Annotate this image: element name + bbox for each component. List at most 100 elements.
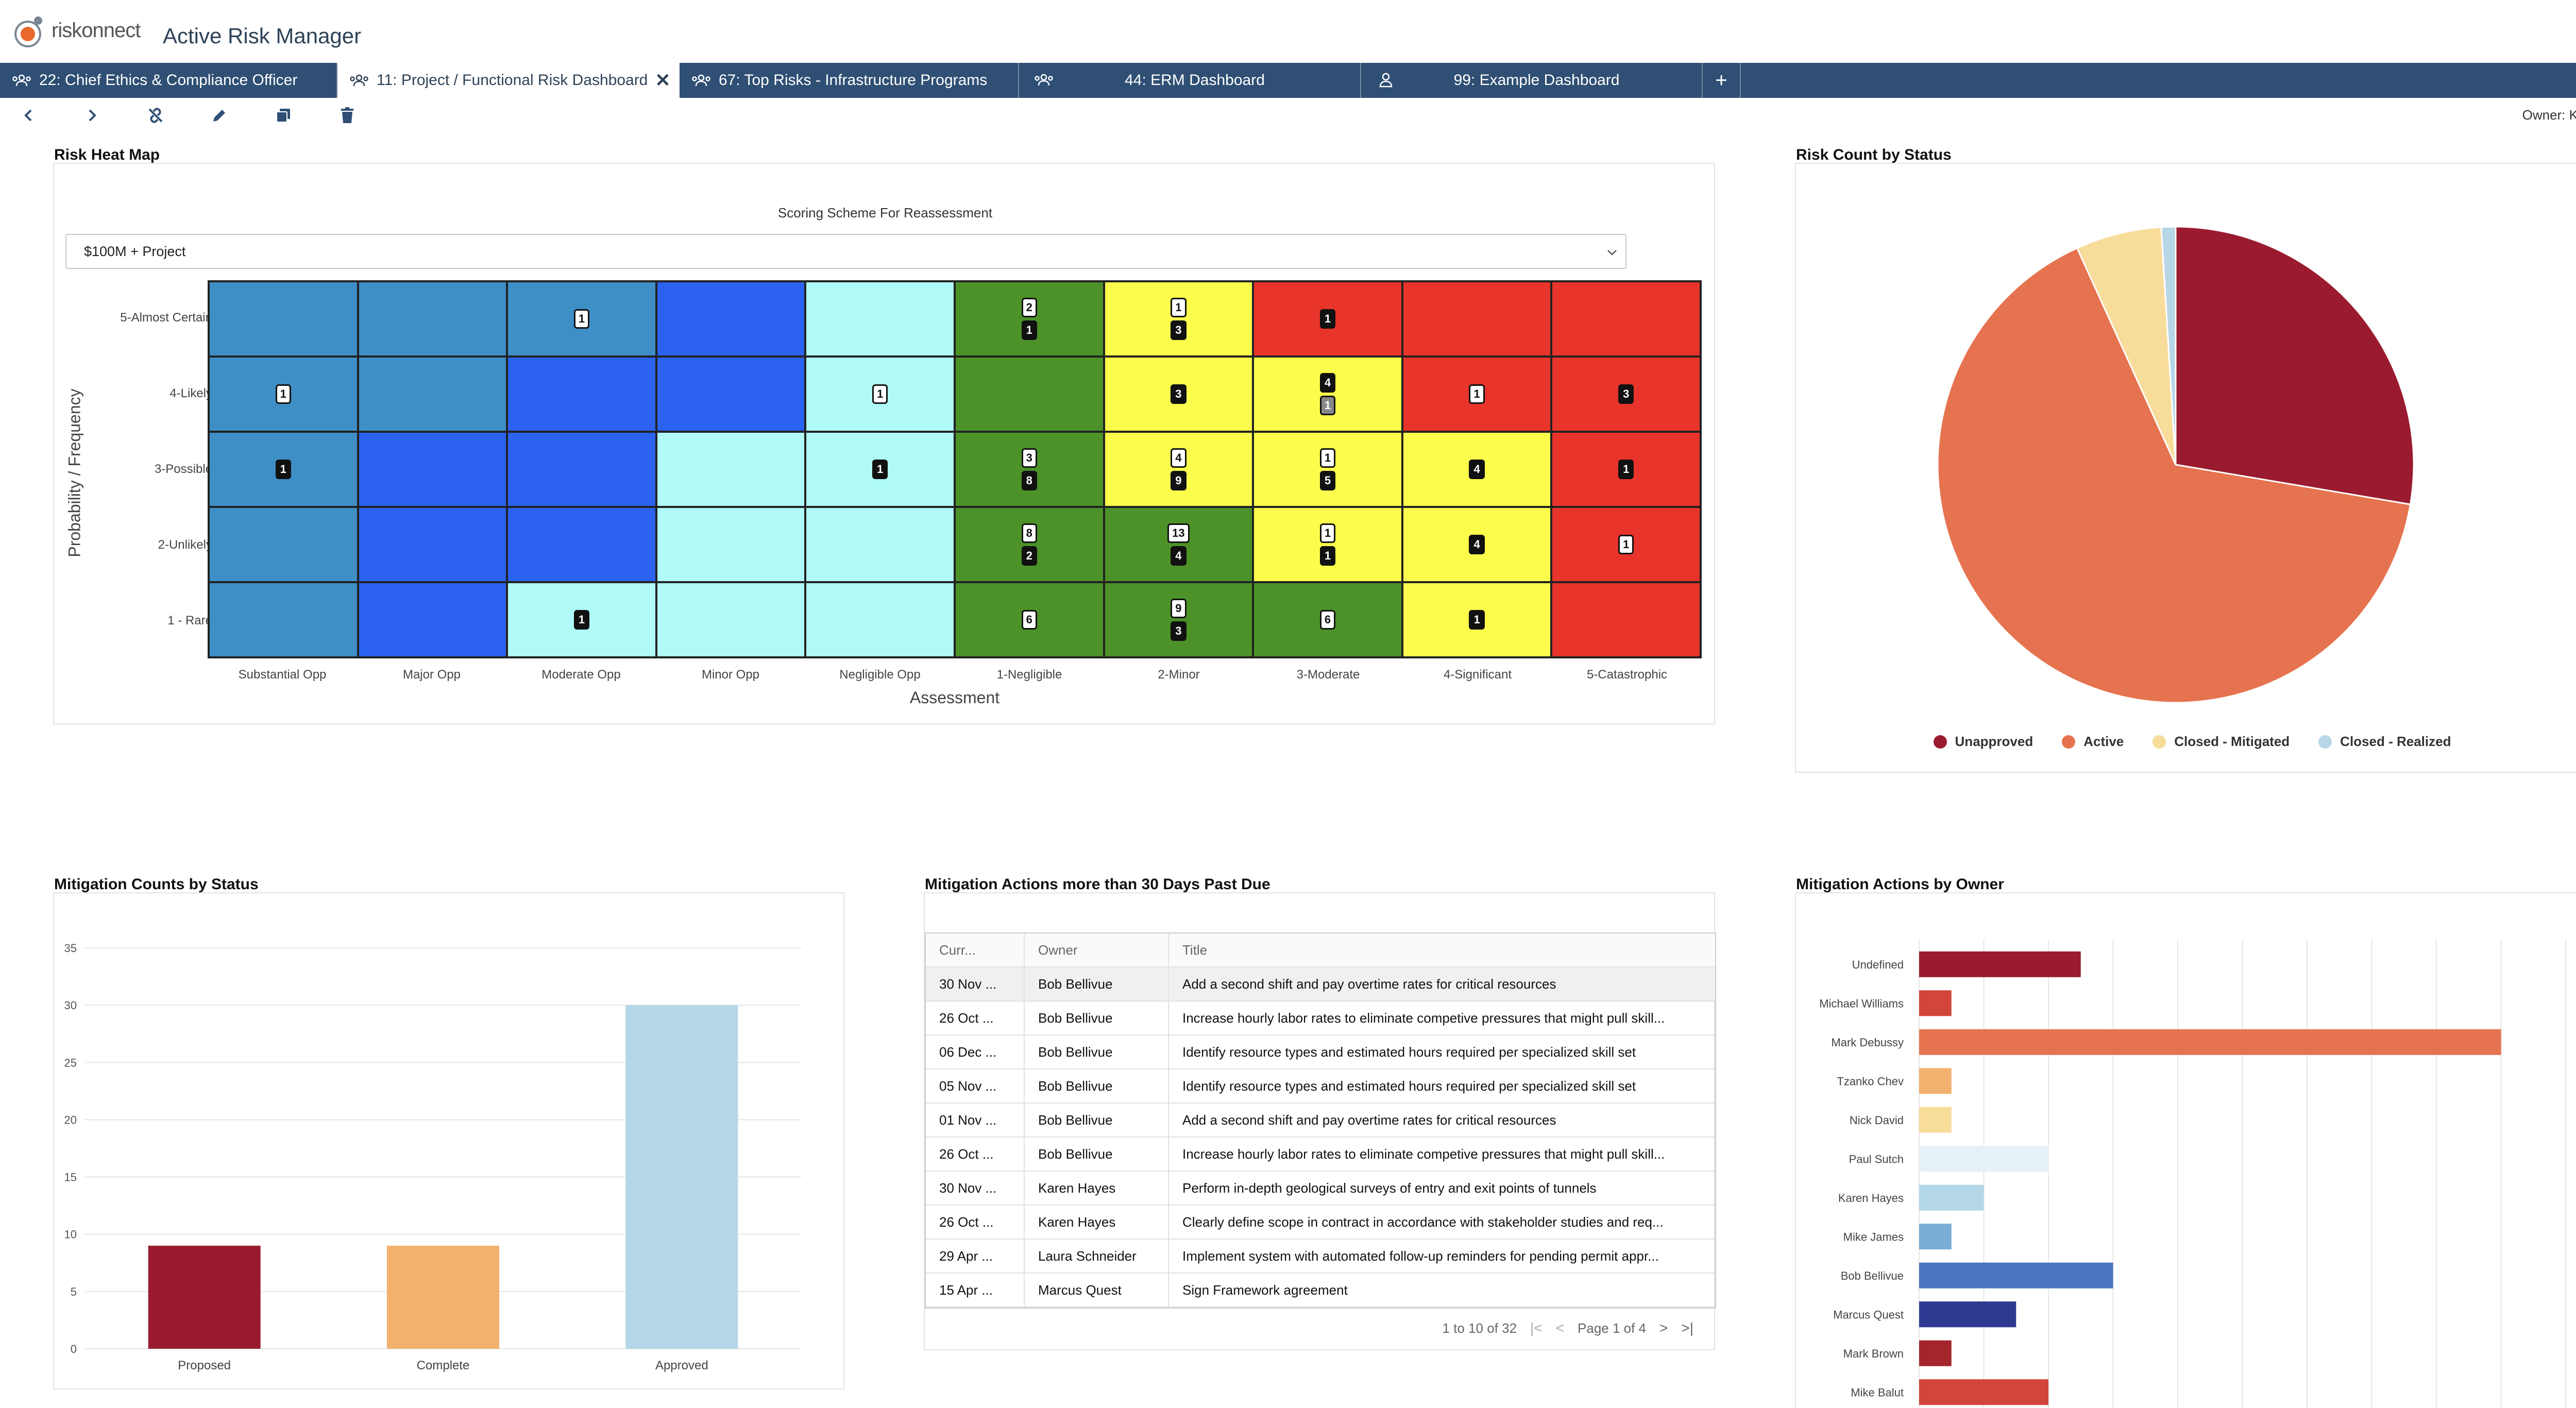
heat-cell[interactable]: 4 — [1402, 432, 1552, 507]
heat-cell[interactable] — [358, 357, 507, 432]
risk-count-badge[interactable]: 3 — [1171, 621, 1187, 641]
tab-example-dashboard[interactable]: 99: Example Dashboard — [1361, 63, 1703, 98]
heat-cell[interactable]: 1 — [507, 281, 656, 357]
heat-cell[interactable]: 6 — [955, 582, 1104, 657]
column-header-title[interactable]: Title — [1168, 933, 1714, 967]
tab-top-risks[interactable]: 67: Top Risks - Infrastructure Programs — [680, 63, 1019, 98]
risk-count-badge[interactable]: 3 — [1171, 384, 1187, 404]
risk-count-badge[interactable]: 1 — [1319, 448, 1336, 468]
heat-cell[interactable] — [507, 507, 656, 582]
risk-count-badge[interactable]: 4 — [1319, 373, 1336, 393]
heat-cell[interactable] — [656, 281, 806, 357]
heat-cell[interactable] — [805, 507, 955, 582]
heat-cell[interactable] — [209, 507, 358, 582]
risk-count-badge[interactable]: 1 — [275, 460, 291, 479]
riskonnect-logo[interactable]: riskonnect — [12, 7, 141, 54]
heat-cell[interactable] — [805, 582, 955, 657]
risk-count-badge[interactable]: 1 — [573, 610, 590, 630]
heat-cell[interactable] — [358, 281, 507, 357]
risk-count-badge[interactable]: 2 — [1021, 546, 1037, 566]
risk-count-badge[interactable]: 6 — [1319, 610, 1336, 630]
first-page-icon[interactable]: |< — [1530, 1320, 1543, 1336]
forward-button[interactable] — [81, 105, 102, 126]
heat-cell[interactable]: 1 — [209, 357, 358, 432]
heat-cell[interactable] — [507, 432, 656, 507]
tab-project-functional[interactable]: 11: Project / Functional Risk Dashboard … — [337, 63, 680, 98]
add-tab-button[interactable]: + — [1703, 63, 1741, 98]
risk-count-badge[interactable]: 4 — [1469, 460, 1485, 479]
risk-count-badge[interactable]: 1 — [1319, 546, 1336, 566]
heat-cell[interactable] — [507, 357, 656, 432]
risk-count-badge[interactable]: 1 — [1319, 523, 1336, 543]
heat-cell[interactable] — [656, 582, 806, 657]
back-button[interactable] — [19, 105, 39, 126]
table-row[interactable]: 01 Nov ... Bob Bellivue Add a second shift… — [926, 1103, 1715, 1138]
table-row[interactable]: 05 Nov ... Bob Bellivue Identify resource … — [926, 1069, 1715, 1104]
risk-count-badge[interactable]: 8 — [1021, 471, 1037, 490]
scoring-scheme-select[interactable]: $100M + Project — [65, 234, 1626, 269]
heat-cell[interactable] — [1551, 582, 1701, 657]
table-row[interactable]: 26 Oct ... Karen Hayes Clearly define scop… — [926, 1205, 1715, 1240]
table-row[interactable]: 15 Apr ... Marcus Quest Sign Framework agr… — [926, 1273, 1715, 1308]
legend-item[interactable]: Active — [2062, 734, 2124, 750]
risk-count-badge[interactable]: 1 — [1469, 384, 1485, 404]
heat-cell[interactable] — [358, 432, 507, 507]
heat-cell[interactable]: 1 — [1551, 507, 1701, 582]
table-row[interactable]: 06 Dec ... Bob Bellivue Identify resource … — [926, 1035, 1715, 1070]
risk-count-badge[interactable]: 3 — [1171, 320, 1187, 340]
risk-count-badge[interactable]: 1 — [573, 309, 590, 329]
heat-cell[interactable]: 1 — [1551, 432, 1701, 507]
risk-count-badge[interactable]: 1 — [872, 384, 888, 404]
delete-button[interactable] — [337, 105, 358, 126]
heat-cell[interactable]: 1 — [1402, 357, 1552, 432]
copy-button[interactable] — [273, 105, 294, 126]
next-page-icon[interactable]: > — [1659, 1320, 1668, 1336]
table-row[interactable]: 30 Nov ... Bob Bellivue Add a second shift… — [926, 967, 1715, 1002]
risk-count-badge[interactable]: 1 — [1319, 309, 1336, 329]
risk-count-badge[interactable]: 13 — [1167, 523, 1190, 543]
legend-item[interactable]: Unapproved — [1933, 734, 2033, 750]
heat-cell[interactable]: 1 — [209, 432, 358, 507]
last-page-icon[interactable]: >| — [1681, 1320, 1693, 1336]
heat-cell[interactable]: 3 — [1551, 357, 1701, 432]
heat-cell[interactable] — [358, 582, 507, 657]
heat-cell[interactable] — [209, 582, 358, 657]
table-row[interactable]: 26 Oct ... Bob Bellivue Increase hourly la… — [926, 1001, 1715, 1036]
unlink-button[interactable] — [145, 105, 166, 126]
heat-cell[interactable]: 3 — [1104, 357, 1253, 432]
risk-count-badge[interactable]: 1 — [872, 460, 888, 479]
table-row[interactable]: 29 Apr ... Laura Schneider Implement syste… — [926, 1239, 1715, 1274]
risk-count-badge[interactable]: 3 — [1618, 384, 1634, 404]
risk-count-badge[interactable]: 3 — [1021, 448, 1037, 468]
legend-item[interactable]: Closed - Mitigated — [2153, 734, 2290, 750]
heat-cell[interactable]: 1 — [1402, 582, 1552, 657]
risk-count-badge[interactable]: 4 — [1171, 546, 1187, 566]
risk-count-badge[interactable]: 8 — [1021, 523, 1037, 543]
heat-cell[interactable]: 6 — [1253, 582, 1402, 657]
heat-cell[interactable] — [358, 507, 507, 582]
risk-count-badge[interactable]: 4 — [1469, 535, 1485, 554]
risk-count-badge[interactable]: 1 — [1171, 298, 1187, 317]
heat-cell[interactable]: 4 — [1402, 507, 1552, 582]
heat-cell[interactable] — [656, 357, 806, 432]
heat-cell[interactable]: 1 — [805, 357, 955, 432]
risk-count-badge[interactable]: 5 — [1319, 471, 1336, 490]
risk-count-badge[interactable]: 1 — [1021, 320, 1037, 340]
heat-cell[interactable] — [656, 507, 806, 582]
column-header-current[interactable]: Curr... — [939, 942, 976, 958]
heat-cell[interactable] — [209, 281, 358, 357]
risk-count-badge[interactable]: 9 — [1171, 599, 1187, 618]
heat-cell[interactable] — [955, 357, 1104, 432]
risk-count-badge[interactable]: 1 — [1469, 610, 1485, 630]
heat-cell[interactable]: 1 — [805, 432, 955, 507]
previous-page-icon[interactable]: < — [1555, 1320, 1565, 1336]
heat-cell[interactable] — [656, 432, 806, 507]
